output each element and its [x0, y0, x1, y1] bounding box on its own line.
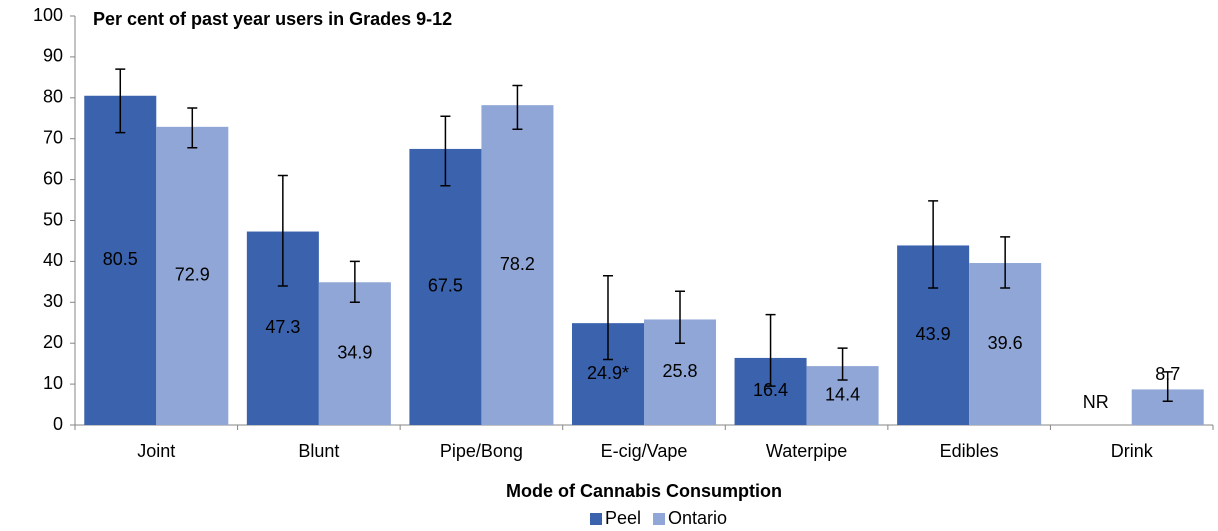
- x-tick-label: Joint: [137, 441, 175, 461]
- bar: [481, 105, 554, 426]
- error-bar: [512, 84, 523, 131]
- error-bar: [115, 68, 126, 134]
- error-bar: [1162, 371, 1173, 403]
- error-bar: [837, 347, 848, 381]
- legend-swatch: [590, 513, 602, 525]
- error-bar: [349, 260, 360, 304]
- data-label: 25.8: [662, 361, 697, 381]
- data-label: 34.9: [337, 342, 372, 362]
- y-tick-label: 60: [43, 168, 63, 188]
- x-tick-label: Blunt: [298, 441, 339, 461]
- data-label: 67.5: [428, 276, 463, 296]
- x-tick-label: Drink: [1111, 441, 1154, 461]
- data-label: 80.5: [103, 249, 138, 269]
- error-bar: [765, 313, 776, 387]
- y-tick-label: 90: [43, 46, 63, 66]
- data-label: 39.6: [988, 333, 1023, 353]
- data-label: 72.9: [175, 265, 210, 285]
- x-axis-label: Mode of Cannabis Consumption: [506, 481, 782, 501]
- legend-label: Peel: [605, 508, 641, 528]
- bar: [156, 126, 229, 426]
- y-tick-label: 80: [43, 87, 63, 107]
- data-label: 16.4: [753, 380, 788, 400]
- bar: [318, 282, 391, 425]
- y-tick-label: 30: [43, 291, 63, 311]
- legend-swatch: [653, 513, 666, 525]
- y-tick-label: 40: [43, 250, 63, 270]
- error-bar: [1000, 236, 1011, 289]
- data-label: NR: [1083, 392, 1109, 412]
- legend-label: Ontario: [668, 508, 727, 528]
- x-tick-label: E-cig/Vape: [601, 441, 688, 461]
- y-tick-label: 70: [43, 127, 63, 147]
- chart-title: Per cent of past year users in Grades 9-…: [93, 9, 452, 29]
- error-bar: [440, 115, 451, 187]
- x-tick-label: Pipe/Bong: [440, 441, 523, 461]
- x-tick-label: Waterpipe: [766, 441, 847, 461]
- y-tick-label: 20: [43, 332, 63, 352]
- data-label: 43.9: [916, 324, 951, 344]
- bar: [409, 148, 482, 426]
- error-bar: [675, 290, 686, 344]
- x-tick-label: Edibles: [940, 441, 999, 461]
- y-tick-label: 0: [53, 414, 63, 434]
- data-label: 24.9*: [587, 363, 629, 383]
- y-tick-label: 10: [43, 373, 63, 393]
- y-tick-label: 50: [43, 209, 63, 229]
- error-bar: [187, 107, 198, 149]
- data-label: 8.7: [1155, 364, 1180, 384]
- data-label: 47.3: [265, 317, 300, 337]
- data-label: 78.2: [500, 254, 535, 274]
- y-tick-label: 100: [33, 5, 63, 25]
- error-bar: [928, 200, 939, 289]
- error-bar: [602, 274, 613, 361]
- data-label: 14.4: [825, 384, 860, 404]
- bar: [969, 263, 1042, 425]
- error-bar: [277, 174, 288, 287]
- bar: [84, 95, 157, 425]
